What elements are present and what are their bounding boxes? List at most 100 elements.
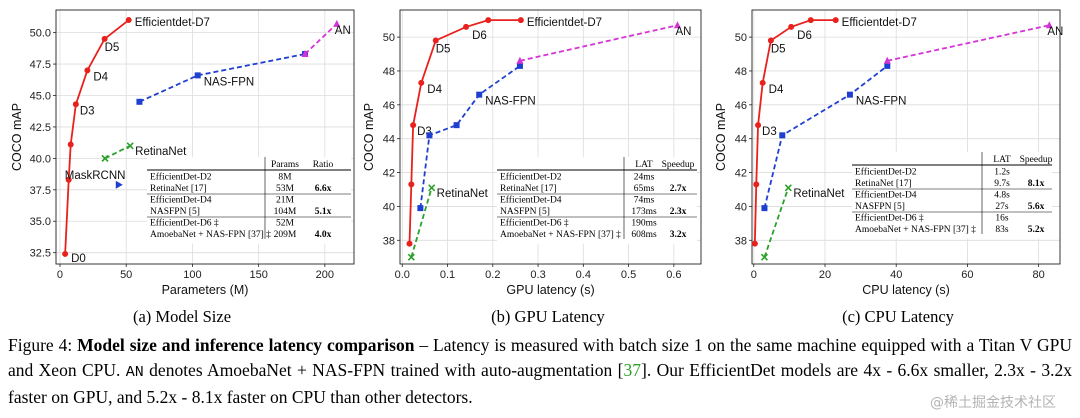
data-label: D5 — [771, 43, 786, 55]
y-tick-label: 48 — [383, 66, 395, 78]
table-cell: 5.6x — [1028, 202, 1045, 212]
x-tick-label: 0.5 — [621, 269, 636, 281]
table-header: Params — [271, 160, 299, 170]
plot-frame — [55, 9, 355, 265]
table-cell: 5.2x — [1028, 225, 1045, 235]
x-axis-label: GPU latency (s) — [506, 283, 594, 297]
caption-figure-label: Figure 4: — [8, 335, 73, 355]
data-point — [807, 17, 814, 24]
x-tick-label: 100 — [183, 269, 201, 281]
x-tick-label: 0.4 — [576, 269, 591, 281]
data-label: D5 — [105, 42, 120, 54]
table-cell: 52M — [276, 219, 295, 229]
table-cell: 21M — [276, 196, 295, 206]
data-point — [832, 17, 839, 24]
data-label: RetinaNet — [793, 188, 845, 200]
data-point — [846, 91, 853, 98]
x-tick-label: 0 — [57, 269, 63, 281]
data-point — [516, 62, 523, 69]
comparison-table: LAT Speedup EfficientDet-D2 1.2s RetinaNet [… — [852, 152, 1053, 239]
x-tick-label: 200 — [316, 269, 334, 281]
plot-frame — [751, 9, 1061, 265]
series-retinanet: RetinaNet — [407, 184, 489, 261]
plot-frame — [399, 9, 702, 265]
caption-line1: – Latency is measured with batch size 1 … — [414, 335, 857, 355]
data-point — [428, 184, 436, 192]
x-tick-label: 20 — [819, 269, 831, 281]
series-line-efficientdet — [64, 19, 130, 254]
caption-line3: Our EfficientDet models are 4x - 6.6x sm… — [8, 360, 1073, 407]
data-point — [463, 23, 470, 30]
x-tick-label: 0.1 — [440, 269, 455, 281]
caption-an-code: AN — [125, 364, 144, 381]
data-label: D4 — [93, 71, 108, 83]
data-point — [751, 240, 758, 247]
table-cell: EfficientDet-D6 ‡ — [500, 218, 569, 229]
table-header: Ratio — [313, 160, 334, 170]
data-label: RetinaNet — [135, 146, 187, 158]
x-axis-label: Parameters (M) — [162, 283, 249, 297]
x-axis-label: CPU latency (s) — [862, 283, 950, 297]
data-label: NAS-FPN — [485, 96, 535, 108]
table-cell: 27s — [995, 202, 1009, 212]
series-line-nasfpn — [139, 53, 306, 103]
series-line-retinanet — [410, 187, 433, 258]
data-point — [485, 17, 492, 24]
data-label: NAS-FPN — [856, 96, 906, 108]
y-tick-label: 42 — [735, 168, 747, 180]
table-cell: 104M — [274, 207, 297, 217]
y-tick-label: 42 — [383, 168, 395, 180]
x-tick-label: 80 — [1033, 269, 1045, 281]
table-cell: 3.2x — [670, 230, 687, 240]
table-cell: RetinaNet [17] — [150, 184, 207, 194]
data-point — [125, 17, 132, 24]
data-point — [760, 253, 769, 261]
table-cell: 24ms — [634, 173, 655, 183]
table-cell: 4.0x — [315, 230, 332, 240]
data-label: AN — [1047, 26, 1063, 38]
y-tick-label: 38 — [383, 235, 395, 247]
data-point — [759, 79, 766, 86]
series-maskrcnn: MaskRCNN — [65, 170, 126, 189]
data-point — [779, 132, 786, 139]
caption-ref-37[interactable]: 37 — [623, 360, 642, 380]
caption-title: Model size and inference latency compari… — [77, 335, 415, 355]
table-cell: EfficientDet-D2 — [150, 172, 212, 183]
table-header: LAT — [635, 160, 653, 170]
data-point — [101, 35, 108, 42]
series-line-efficientdet — [408, 19, 521, 244]
y-tick-label: 40 — [383, 201, 395, 213]
series-retinanet: RetinaNet — [760, 184, 845, 261]
table-header: Speedup — [1020, 155, 1053, 165]
series-efficientdet: D0 D3 D4 D5 Efficientdet-D7 — [62, 17, 210, 265]
data-point — [453, 122, 460, 129]
y-tick-label: 44 — [383, 134, 395, 146]
y-tick-label: 32.5 — [30, 248, 51, 260]
table-cell: 53M — [276, 184, 295, 194]
table-cell: RetinaNet [17] — [855, 179, 912, 189]
y-axis-label: COCO mAP — [362, 103, 376, 171]
x-tick-label: 40 — [890, 269, 902, 281]
series-line-an — [887, 24, 1050, 62]
data-label: RetinaNet — [437, 188, 489, 200]
table-cell: 1.2s — [994, 168, 1010, 178]
series-line-retinanet — [763, 187, 790, 258]
table-cell: EfficientDet-D6 ‡ — [855, 213, 924, 224]
chart-gpu-latency: 0.0 0.1 0.2 0.3 0.4 0.5 0.6 38 40 42 44 46 48 50 GPU l… — [362, 9, 702, 326]
data-label: D4 — [769, 84, 784, 96]
series-line-nasfpn — [419, 65, 521, 209]
data-point — [62, 250, 69, 257]
series-nasfpn: NAS-FPN — [417, 62, 536, 212]
data-label: MaskRCNN — [65, 170, 126, 182]
comparison-table: LAT Speedup EfficientDet-D2 24ms RetinaNet [… — [497, 157, 697, 244]
data-point — [673, 21, 681, 29]
table-header: LAT — [993, 155, 1011, 165]
table-cell: 83s — [995, 225, 1009, 235]
table-cell: RetinaNet [17] — [500, 184, 557, 194]
x-tick-label: 0.6 — [666, 269, 681, 281]
y-tick-label: 50 — [383, 32, 395, 44]
data-point — [410, 122, 417, 129]
table-cell: 2.3x — [670, 207, 687, 217]
